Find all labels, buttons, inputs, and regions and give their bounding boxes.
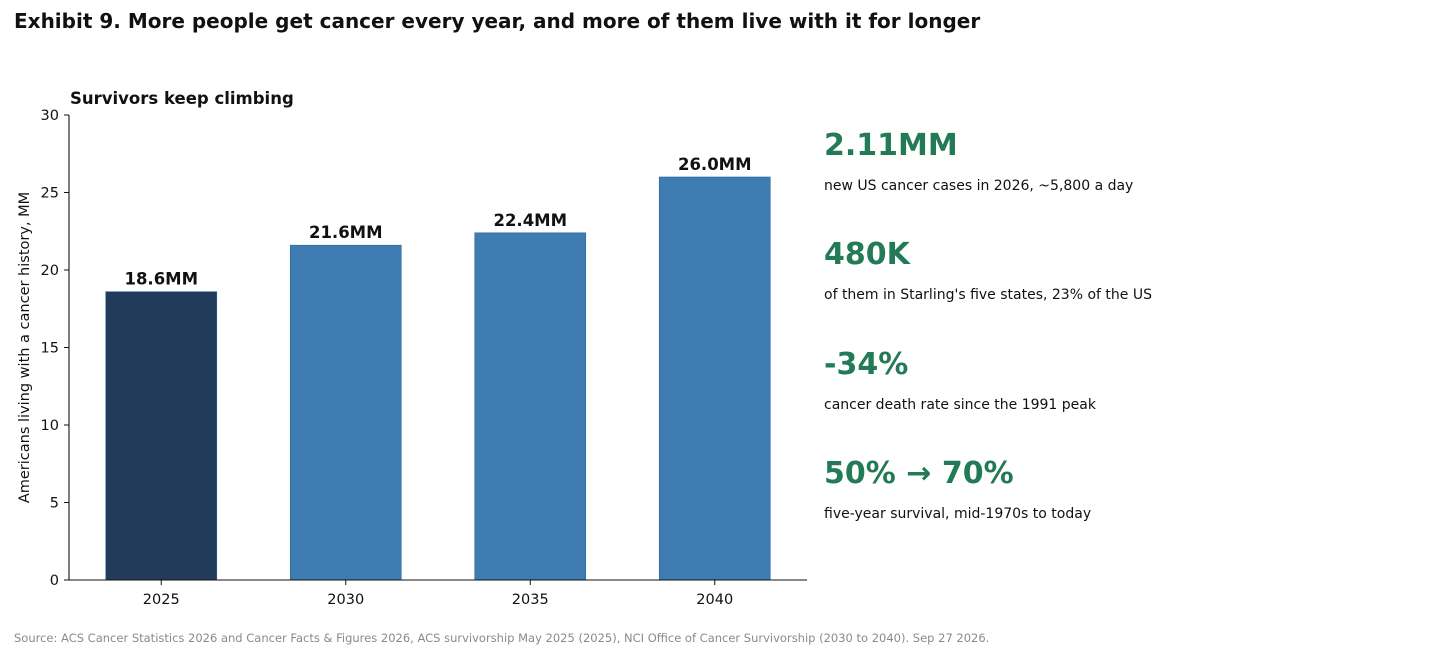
bar-2025	[105, 291, 218, 581]
stat-block-starling-states: 480K of them in Starling's five states, …	[824, 237, 1424, 346]
x-tick-label: 2040	[696, 592, 733, 608]
stat-value: 50% → 70%	[824, 455, 1014, 491]
y-tick-label: 15	[41, 341, 59, 357]
y-tick-label: 20	[41, 263, 59, 279]
exhibit-title: Exhibit 9. More people get cancer every …	[14, 9, 981, 33]
stat-value: 2.11MM	[824, 128, 958, 163]
source-note: Source: ACS Cancer Statistics 2026 and C…	[14, 631, 990, 645]
x-axis: 2025 2030 2035 2040	[69, 579, 807, 608]
y-tick-label: 0	[50, 573, 59, 589]
stat-value: -34%	[824, 346, 909, 382]
y-tick-label: 25	[41, 186, 59, 202]
stat-block-death-rate: -34% cancer death rate since the 1991 pe…	[824, 347, 1424, 456]
bar-2035	[474, 232, 587, 581]
y-axis: 0 5 10 15 20 25 30 Americans living with a canc…	[17, 108, 70, 589]
data-label-2030: 21.6MM	[309, 223, 383, 242]
x-tick-label: 2030	[327, 592, 364, 608]
data-label-2040: 26.0MM	[678, 155, 752, 174]
bars-group	[105, 176, 771, 581]
bar-2040	[658, 176, 771, 581]
x-tick-label: 2025	[143, 592, 180, 608]
bar-2030	[289, 244, 402, 581]
y-axis-label: Americans living with a cancer history, …	[17, 192, 33, 503]
stat-description: five-year survival, mid-1970s to today	[824, 505, 1092, 522]
y-tick-label: 30	[41, 108, 59, 124]
x-tick-label: 2035	[512, 592, 549, 608]
stat-block-survival: 50% → 70% five-year survival, mid-1970s …	[824, 456, 1424, 565]
data-label-2035: 22.4MM	[493, 211, 567, 230]
stat-value: 480K	[824, 237, 910, 273]
stat-block-new-cases: 2.11MM new US cancer cases in 2026, ~5,8…	[824, 128, 1424, 237]
stats-panel: 2.11MM new US cancer cases in 2026, ~5,8…	[824, 128, 1424, 565]
data-labels-group: 18.6MM 21.6MM 22.4MM 26.0MM	[124, 155, 751, 289]
y-tick-label: 5	[50, 496, 59, 512]
stat-description: new US cancer cases in 2026, ~5,800 a da…	[824, 178, 1134, 194]
stat-description: of them in Starling's five states, 23% o…	[824, 287, 1152, 304]
chart-title: Survivors keep climbing	[70, 89, 294, 108]
y-tick-label: 10	[41, 418, 59, 434]
data-label-2025: 18.6MM	[124, 270, 198, 289]
stat-description: cancer death rate since the 1991 peak	[824, 396, 1096, 413]
